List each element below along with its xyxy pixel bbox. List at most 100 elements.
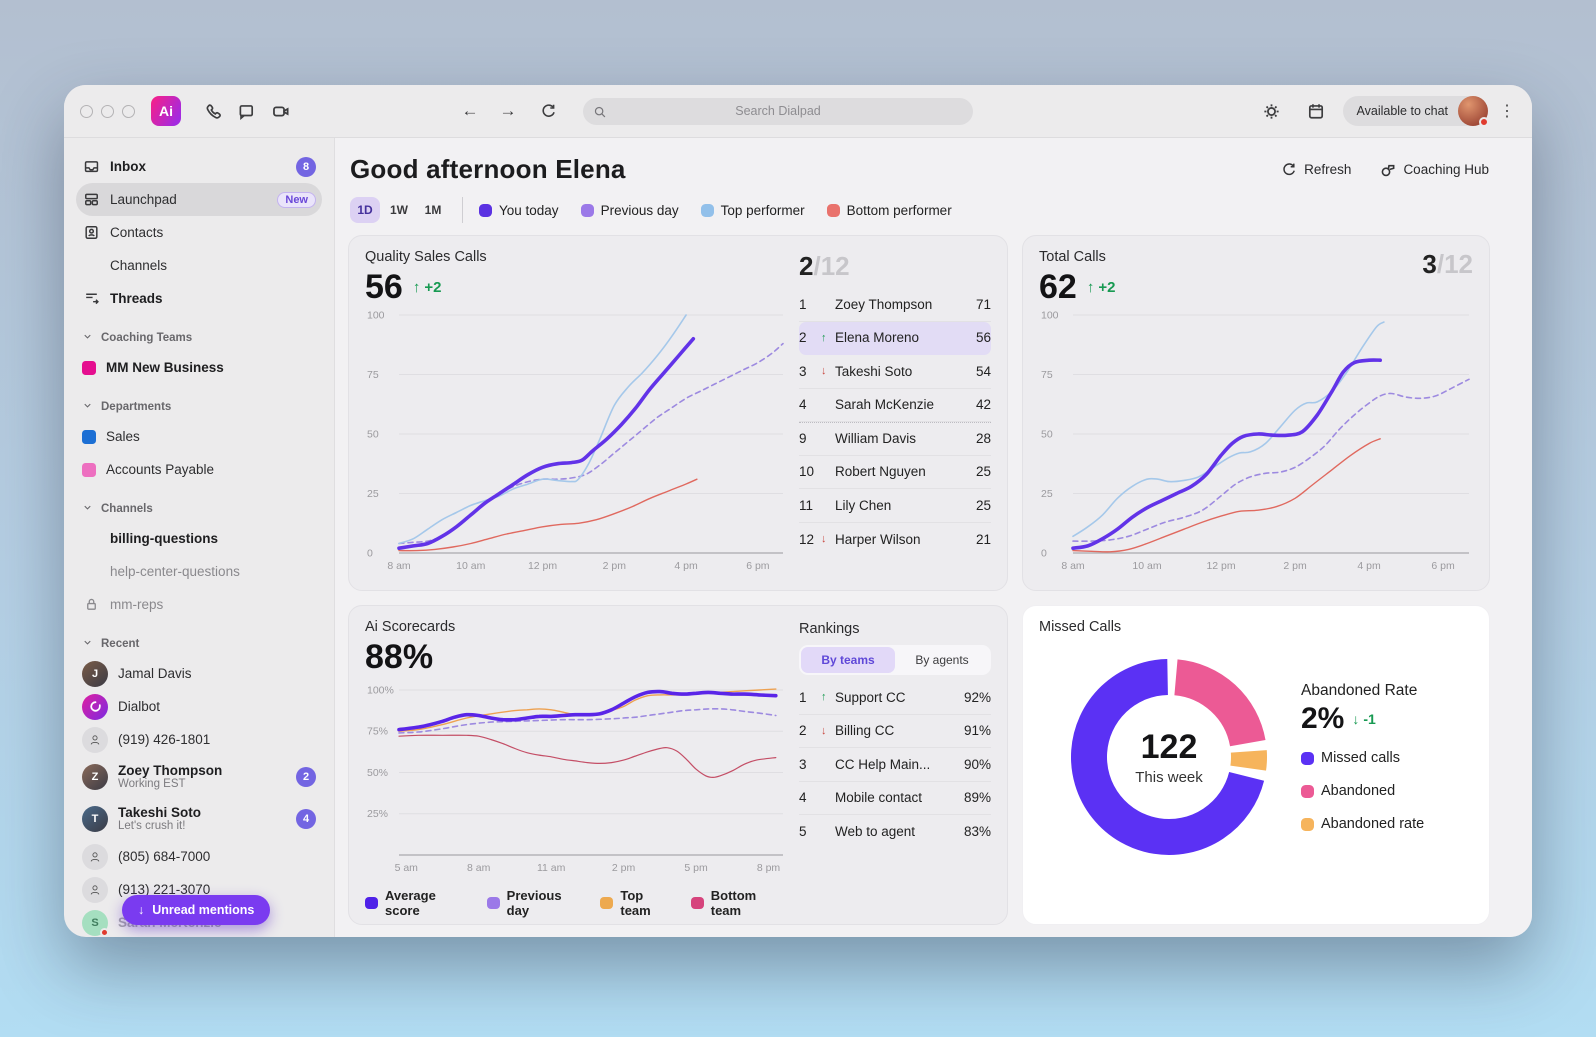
more-menu-button[interactable]: ⋮ [1499, 103, 1515, 120]
unread-mentions-button[interactable]: ↓ Unread mentions [122, 895, 271, 925]
legend-item-bottom-team[interactable]: Bottom team [690, 888, 787, 918]
ranking-row[interactable]: 11 Lily Chen 25 [799, 489, 991, 523]
ranking-name: Elena Moreno [835, 330, 920, 346]
forward-button[interactable]: → [493, 96, 523, 126]
sidebar-section-coaching-teams[interactable]: Coaching Teams [82, 331, 316, 345]
legend-item-you-today[interactable]: You today [479, 203, 559, 218]
legend-item-top-team[interactable]: Top team [600, 888, 674, 918]
unread-count-badge: 2 [296, 767, 316, 787]
card-title: Missed Calls [1039, 619, 1122, 635]
ranking-name: CC Help Main... [835, 756, 931, 772]
legend-item-previous-day[interactable]: Previous day [486, 888, 585, 918]
sidebar-section-departments[interactable]: Departments [82, 400, 316, 414]
sidebar-item-channels[interactable]: Channels [76, 249, 322, 282]
ai-scorecards-card: Ai Scorecards 88% 25% 50% 75% 100% 5 am 8 am 1… [348, 605, 1008, 925]
ranking-row[interactable]: 3 ↓ Takeshi Soto 54 [799, 355, 991, 389]
calendar-button[interactable] [1299, 94, 1333, 128]
ranking-row[interactable]: 4 Mobile contact 89% [799, 782, 991, 815]
availability-label: Available to chat [1356, 104, 1449, 118]
sidebar-item-jamal-davis[interactable]: J Jamal Davis [76, 657, 322, 690]
legend-item-average-score[interactable]: Average score [365, 888, 471, 918]
sidebar-item-billing-questions[interactable]: billing-questions [76, 522, 322, 555]
sidebar-item-label: help-center-questions [110, 564, 240, 579]
maximize-window-icon[interactable] [122, 104, 135, 118]
sidebar-item-919-426-1801[interactable]: (919) 426-1801 [76, 723, 322, 756]
ranking-row[interactable]: 1 ↑ Support CC 92% [799, 681, 991, 715]
svg-text:100%: 100% [367, 684, 394, 696]
legend-item-top-performer[interactable]: Top performer [700, 203, 805, 218]
settings-button[interactable] [1255, 94, 1289, 128]
sidebar-item-inbox[interactable]: Inbox 8 [76, 150, 322, 183]
team-ranking-list: 1 ↑ Support CC 92% 2 ↓ Billing CC 91% 3 CC Help M… [799, 681, 991, 849]
sidebar-item-805-684-7000[interactable]: (805) 684-7000 [76, 840, 322, 873]
svg-text:12 pm: 12 pm [528, 560, 557, 572]
minimize-window-icon[interactable] [101, 104, 114, 118]
range-option-1m[interactable]: 1M [418, 197, 448, 223]
sidebar-item-contacts[interactable]: Contacts [76, 216, 322, 249]
legend-item-missed-calls[interactable]: Missed calls [1301, 750, 1424, 766]
app-window: Ai ← → [64, 85, 1532, 937]
sidebar-item-help-center-questions[interactable]: help-center-questions [76, 555, 322, 588]
ranking-row[interactable]: 9 William Davis 28 [799, 422, 991, 456]
sidebar-item-label: billing-questions [110, 531, 218, 546]
gear-icon [1264, 103, 1279, 119]
sidebar-item-threads[interactable]: Threads [76, 282, 322, 315]
ranking-row[interactable]: 2 ↓ Billing CC 91% [799, 715, 991, 748]
ranking-value: 28 [975, 431, 991, 447]
legend-item-abandoned[interactable]: Abandoned [1301, 783, 1424, 799]
sidebar-item-sales[interactable]: Sales [76, 420, 322, 453]
legend-item-abandoned-rate[interactable]: Abandoned rate [1301, 816, 1424, 832]
ranking-row[interactable]: 12 ↓ Harper Wilson 21 [799, 523, 991, 557]
ranking-row[interactable]: 4 Sarah McKenzie 42 [799, 389, 991, 422]
ranking-row[interactable]: 10 Robert Nguyen 25 [799, 456, 991, 489]
sidebar-item-zoey-thompson[interactable]: Z Zoey Thompson Working EST 2 [76, 756, 322, 798]
sidebar-section-recent[interactable]: Recent [82, 637, 316, 651]
ranking-name: Lily Chen [835, 497, 892, 513]
legend-label: Average score [385, 888, 436, 918]
svg-text:25%: 25% [367, 808, 388, 820]
ranking-row[interactable]: 5 Web to agent 83% [799, 815, 991, 849]
ranking-row[interactable]: 1 Zoey Thompson 71 [799, 288, 991, 322]
svg-text:2 pm: 2 pm [1283, 560, 1307, 572]
threads-icon [82, 290, 100, 307]
missed-calls-donut-chart [1071, 659, 1267, 855]
sidebar-item-dialbot[interactable]: Dialbot [76, 690, 322, 723]
legend-item-previous-day[interactable]: Previous day [580, 203, 679, 218]
range-option-1w[interactable]: 1W [384, 197, 414, 223]
ranking-row[interactable]: 3 CC Help Main... 90% [799, 748, 991, 782]
scorecards-value: 88% [365, 637, 434, 676]
close-window-icon[interactable] [80, 104, 93, 118]
refresh-button[interactable]: Refresh [1281, 161, 1351, 178]
sidebar-item-label: Dialbot [118, 699, 161, 714]
sidebar-item-mm-reps[interactable]: mm-reps [76, 588, 322, 621]
sidebar-item-label: Contacts [110, 225, 164, 240]
window-controls[interactable] [80, 104, 135, 118]
sidebar-item-mm-new-business[interactable]: MM New Business [76, 351, 322, 384]
phone-button[interactable] [195, 94, 229, 128]
sidebar-section-channels[interactable]: Channels [82, 502, 316, 516]
legend-item-bottom-performer[interactable]: Bottom performer [826, 203, 952, 218]
quality-delta: ↑ +2 [412, 278, 442, 296]
abandoned-rate-title: Abandoned Rate [1301, 682, 1418, 699]
coaching-hub-button[interactable]: Coaching Hub [1379, 161, 1489, 178]
down-arrow-icon: ↓ [138, 903, 145, 917]
tab-by-teams[interactable]: By teams [801, 647, 895, 673]
meetings-button[interactable] [263, 94, 297, 128]
sidebar-item-accounts-payable[interactable]: Accounts Payable [76, 453, 322, 486]
ranking-row[interactable]: 2 ↑ Elena Moreno 56 [799, 321, 991, 355]
rank-number: 2 [799, 330, 807, 346]
down-arrow-icon: ↓ [1352, 711, 1360, 727]
reload-button[interactable] [531, 94, 565, 128]
sidebar-item-takeshi-soto[interactable]: T Takeshi Soto Let's crush it! 4 [76, 798, 322, 840]
svg-text:25: 25 [367, 488, 379, 500]
search-icon [594, 106, 606, 117]
quality-value: 56 [365, 267, 403, 306]
sidebar-item-launchpad[interactable]: Launchpad New [76, 183, 322, 216]
search-input[interactable] [583, 97, 973, 125]
range-option-1d[interactable]: 1D [350, 197, 380, 223]
tab-by-agents[interactable]: By agents [895, 647, 989, 673]
sidebar-item-913-221-3070[interactable]: (913) 221-3070 [76, 873, 322, 906]
availability-pill[interactable]: Available to chat [1342, 96, 1489, 127]
messages-button[interactable] [229, 94, 263, 128]
back-button[interactable]: ← [455, 96, 485, 126]
